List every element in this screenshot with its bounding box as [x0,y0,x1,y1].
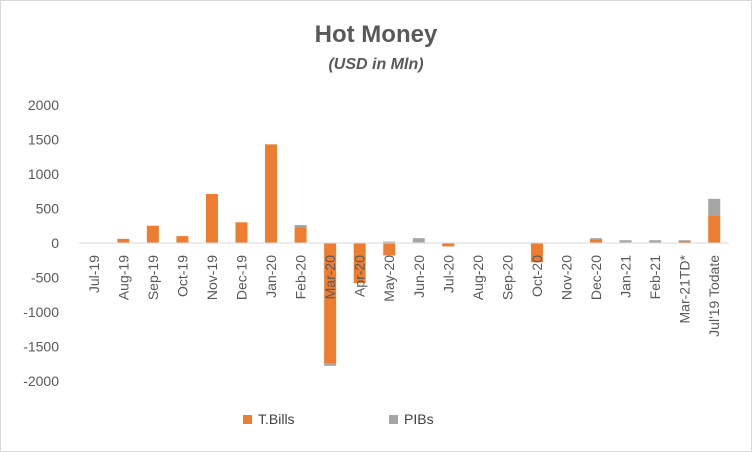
bar-pibs [649,240,662,243]
x-tick-label: Jan-21 [618,255,634,298]
x-tick-label: Nov-19 [204,255,220,300]
bar-pibs [294,225,307,228]
y-tick-label: 1000 [28,166,59,182]
y-tick-label: 500 [36,201,60,217]
legend-swatch-pibs [389,414,398,424]
x-tick-label: Mar-20 [322,255,338,300]
bar-tbills [117,238,130,243]
bar-pibs [590,238,603,240]
x-tick-label: Mar-21TD* [677,254,693,323]
bar-tbills [205,194,218,243]
y-tick-label: 1500 [28,132,59,148]
x-tick-label: Jul-19 [86,255,102,293]
x-tick-label: Oct-19 [174,255,190,297]
x-tick-label: Oct-20 [529,255,545,297]
y-tick-label: -2000 [23,373,59,389]
x-tick-label: Jul-20 [440,255,456,293]
x-tick-label: Aug-19 [115,255,131,300]
bar-tbills [324,243,337,364]
x-tick-label: May-20 [381,255,397,302]
y-tick-label: -1500 [23,339,59,355]
bar-pibs [619,240,632,243]
bar-tbills [530,243,543,263]
x-tick-label: Sep-19 [145,255,161,300]
bar-pibs [708,198,721,216]
y-tick-label: -1000 [23,304,59,320]
x-tick-label: Jan-20 [263,255,279,298]
bar-tbills [678,240,691,243]
y-tick-label: 2000 [28,97,59,113]
bar-pibs [678,240,691,242]
bar-tbills [708,215,721,243]
bar-pibs [383,241,396,243]
bar-pibs [324,363,337,366]
x-tick-label: Feb-20 [293,255,309,300]
x-tick-label: Aug-20 [470,255,486,300]
bar-tbills [176,236,189,243]
bar-tbills [294,227,307,243]
legend-swatch-tbills [243,414,252,424]
bar-tbills [235,222,248,243]
x-tick-label: Jul'19 Todate [706,255,722,337]
x-tick-label: Dec-20 [588,255,604,300]
chart-subtitle: (USD in Mln) [328,56,424,73]
x-tick-label: Nov-20 [559,255,575,300]
y-tick-label: -500 [31,270,59,286]
x-tick-label: Sep-20 [499,255,515,300]
legend-item-tbills: T.Bills [243,411,295,427]
x-tick-label: Jun-20 [411,255,427,298]
bar-tbills [265,144,278,243]
legend-label-pibs: PIBs [404,411,434,427]
bar-tbills [383,243,396,256]
bar-tbills [353,243,366,284]
x-tick-label: Apr-20 [352,255,368,297]
bar-tbills [442,243,455,247]
legend-label-tbills: T.Bills [258,411,295,427]
bar-tbills [590,239,603,243]
chart-legend: T.Bills PIBs [1,411,751,431]
chart-plot: 2000 1500 1000 500 0 -500 -1000 -1500 -2000 Jul-1… [23,97,729,389]
chart-title: Hot Money [314,21,438,48]
x-tick-label: Dec-19 [234,255,250,300]
bar-pibs [412,238,425,243]
y-tick-label: 0 [51,235,59,251]
bar-tbills [146,225,159,243]
legend-item-pibs: PIBs [389,411,434,427]
x-tick-label: Feb-21 [647,255,663,300]
